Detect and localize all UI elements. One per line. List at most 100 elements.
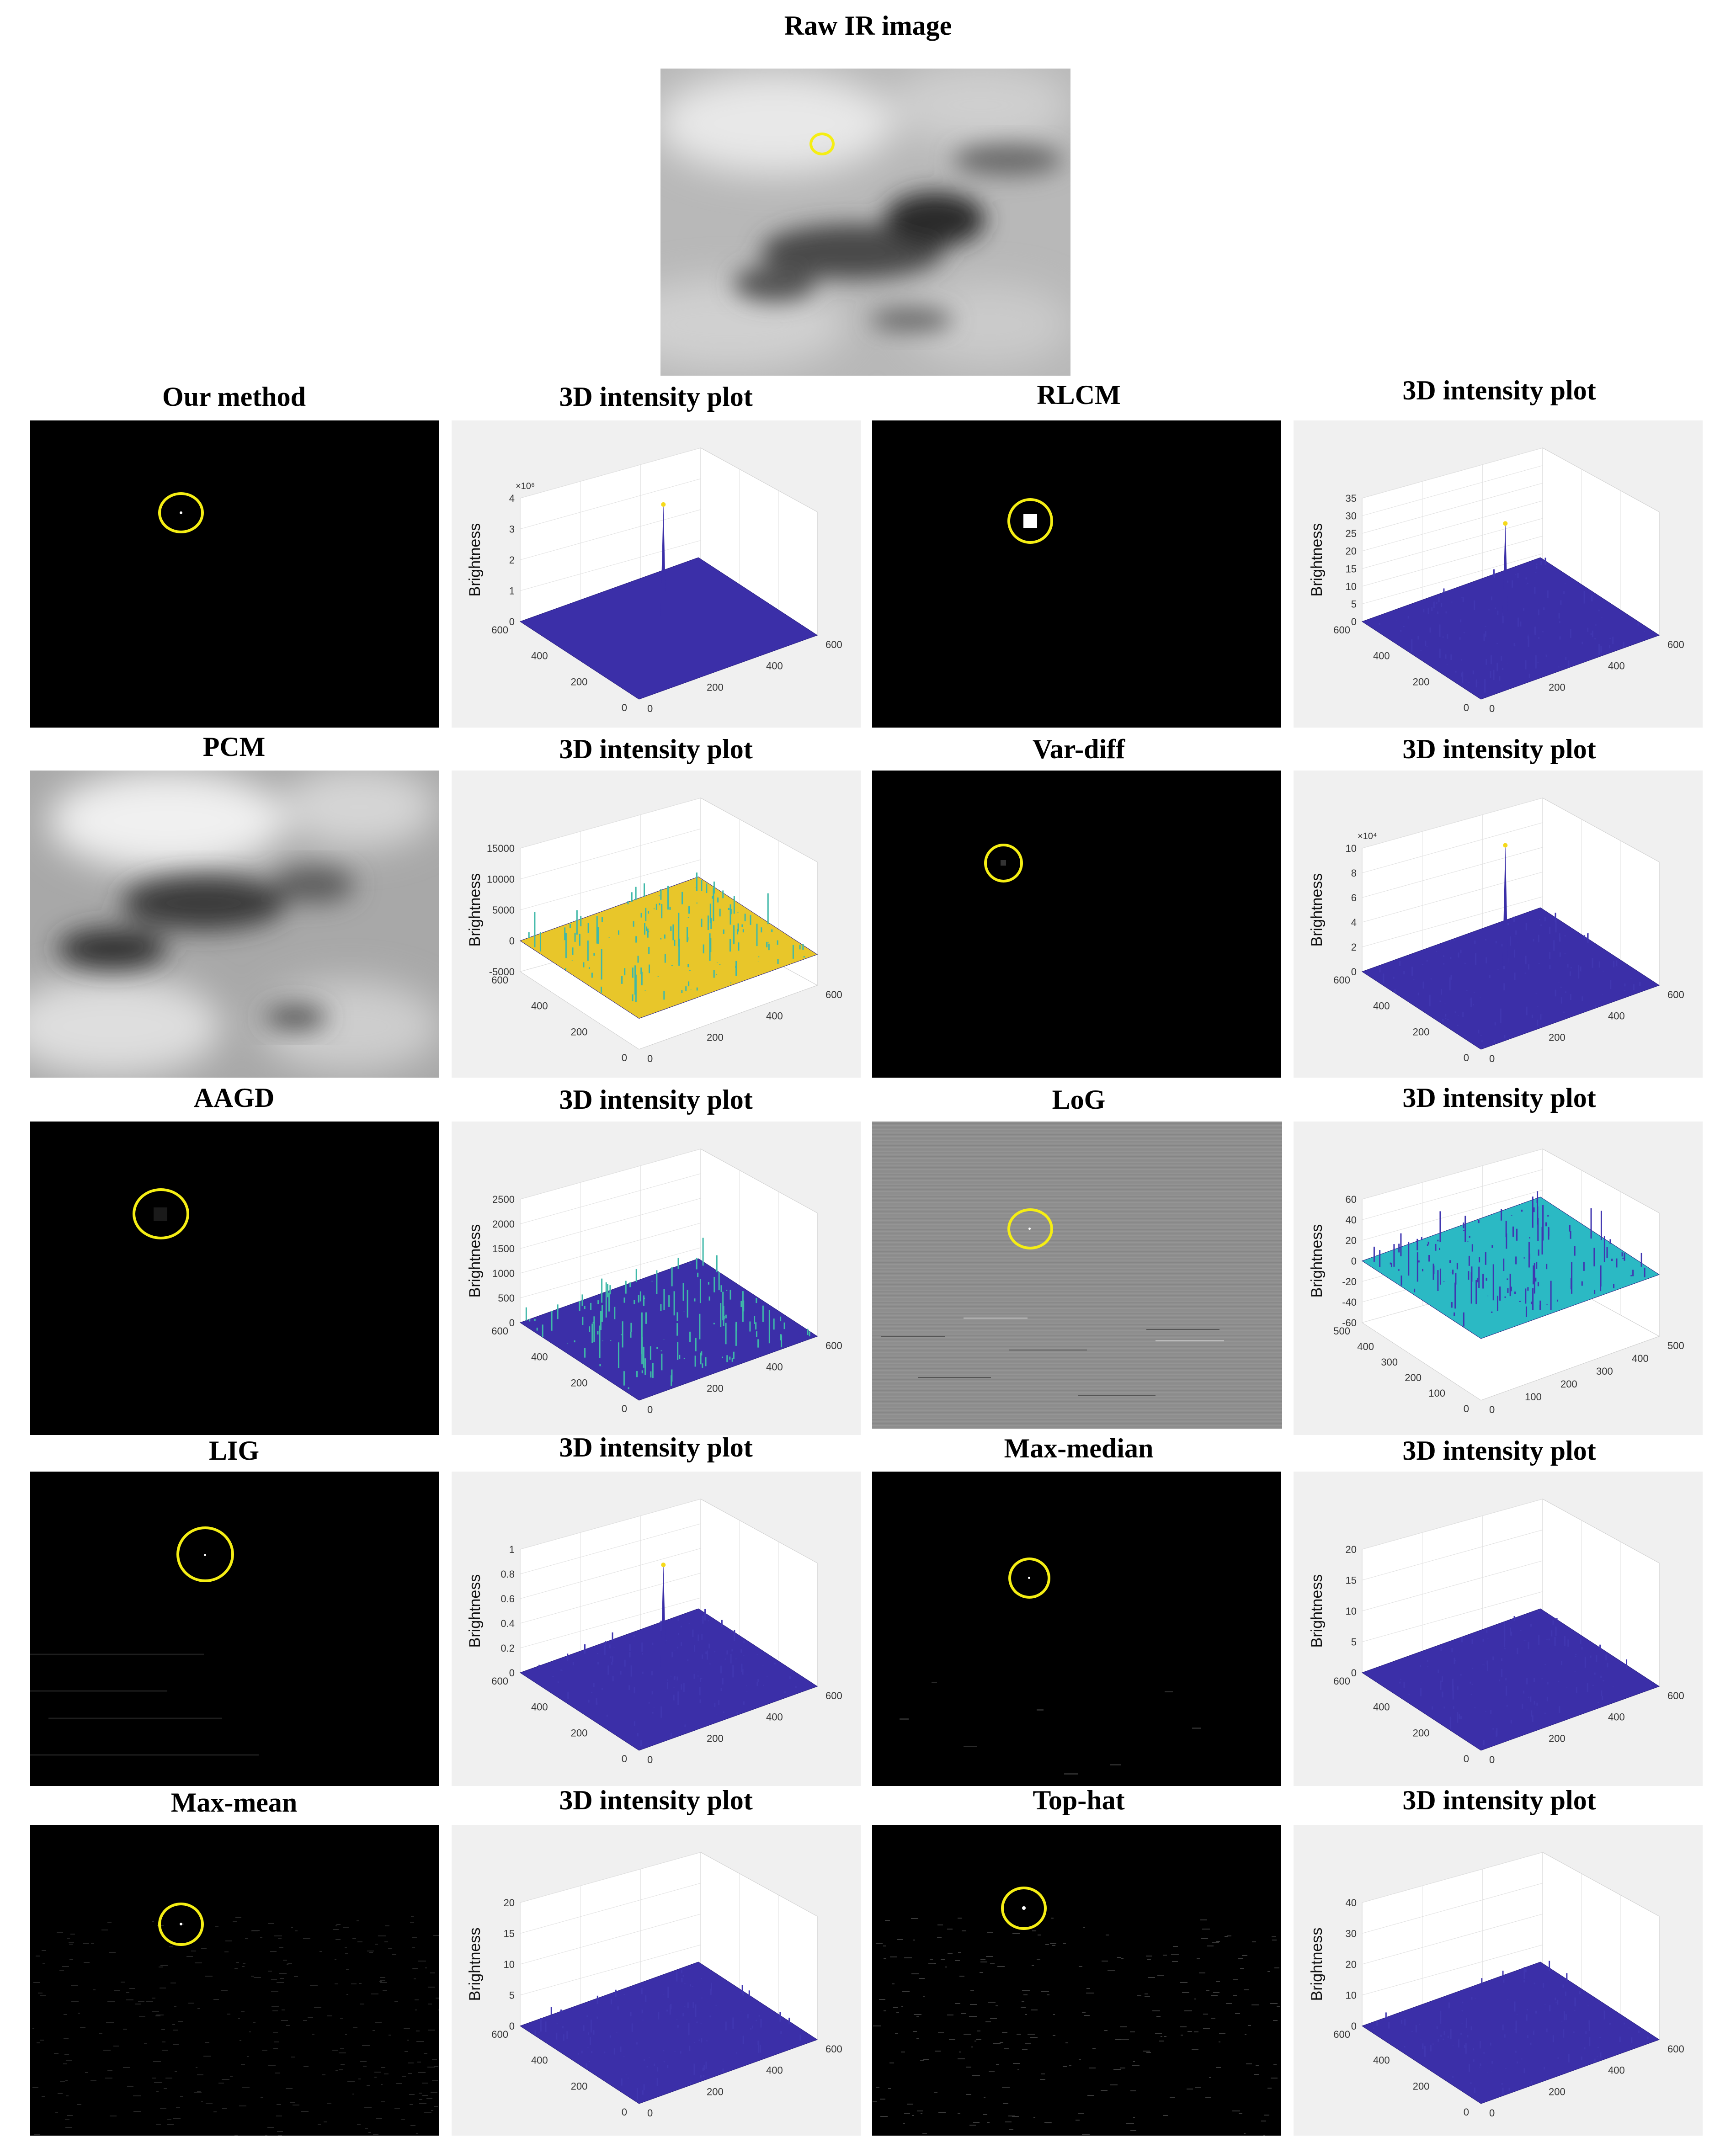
noise-speck — [287, 1964, 288, 1965]
noise-speck — [71, 1985, 78, 1986]
noise-speck — [161, 2029, 165, 2030]
noise-speck — [167, 2119, 171, 2120]
noise-speck — [197, 2008, 200, 2009]
noise-speck — [242, 1966, 245, 1967]
noise-speck — [1172, 1961, 1178, 1962]
noise-speck — [432, 2059, 437, 2060]
noise-speck — [113, 2046, 119, 2047]
noise-speck — [1022, 1990, 1030, 1991]
noise-speck — [1086, 1993, 1094, 1994]
noise-speck — [961, 2013, 966, 2014]
y-tick-label: 600 — [1333, 1675, 1350, 1687]
target-peak-tip — [1503, 521, 1508, 526]
noise-speck — [1063, 1943, 1066, 1944]
noise-speck — [144, 2043, 147, 2044]
x-tick-label: 200 — [1549, 1031, 1566, 1043]
z-tick-label: 30 — [1346, 510, 1357, 522]
noise-speck — [262, 2050, 267, 2051]
x-tick-label: 0 — [647, 1053, 653, 1064]
noise-speck — [1227, 1935, 1231, 1936]
plot-log: -60 -40 -20 0 20 40 60 Brightness 0 0 100 100 200 200… — [1294, 1122, 1703, 1435]
z-tick-label: 2 — [1351, 941, 1357, 953]
noise-speck — [1069, 2065, 1071, 2066]
noise-speck — [1219, 2033, 1225, 2034]
noise-speck — [415, 1999, 419, 2000]
surface — [1361, 1608, 1660, 1751]
noise-speck — [164, 2088, 167, 2089]
y-tick-label: 600 — [1333, 974, 1350, 986]
noise-speck — [327, 2015, 332, 2016]
noise-speck — [333, 1929, 339, 1930]
x-tick-label: 200 — [707, 2086, 724, 2097]
grid-line — [1362, 847, 1543, 898]
noise-speck — [1046, 2122, 1052, 2123]
grid-line — [1362, 500, 1543, 552]
noise-speck — [1017, 2069, 1019, 2070]
title-plot-pcm: 3D intensity plot — [559, 734, 753, 764]
noise-speck — [83, 1943, 89, 1944]
noise-speck — [320, 1951, 322, 1952]
noise-speck — [1082, 2134, 1090, 2135]
noise-speck — [65, 2080, 68, 2081]
noise-speck — [203, 2056, 211, 2057]
noise-speck — [428, 1987, 435, 1988]
target-blob — [154, 1207, 167, 1221]
noise-speck — [1037, 1959, 1040, 1960]
noise-speck — [417, 2062, 421, 2063]
plot-lig: 0 0.2 0.4 0.6 0.8 1 Brightness 0 0 200 200 400 400 60… — [452, 1472, 861, 1786]
noise-speck — [1133, 2117, 1135, 2118]
noise-speck — [206, 2103, 213, 2104]
y-tick-label: 600 — [491, 624, 508, 636]
noise-speck — [239, 2105, 246, 2106]
noise-speck — [416, 2041, 424, 2042]
noise-speck — [1164, 2036, 1166, 2037]
noise-speck — [415, 2009, 417, 2010]
noise-speck — [340, 2018, 343, 2019]
x-tick-label: 0 — [1489, 703, 1495, 714]
grid-line — [1362, 518, 1543, 569]
noise-speck — [290, 2102, 295, 2103]
noise-speck — [912, 2115, 914, 2116]
noise-speck — [286, 2025, 290, 2026]
target-circle — [176, 1526, 234, 1582]
noise-speck — [152, 1921, 154, 1922]
noise-speck — [1147, 1959, 1151, 1960]
y-tick-label: 400 — [531, 1000, 548, 1012]
noise-speck — [880, 2116, 888, 2117]
noise-speck — [966, 2067, 969, 2068]
z-tick-label: 1 — [509, 1544, 515, 1555]
noise-speck — [235, 1917, 241, 1918]
y-tick-label: 600 — [491, 2029, 508, 2040]
noise-speck — [1079, 2059, 1081, 2060]
chart-svg: -5000 0 5000 10000 15000 Brightness 0 0 200 200 40… — [466, 797, 842, 1064]
noise-speck — [1197, 1958, 1200, 1959]
target-point — [1028, 1228, 1031, 1230]
title-max-median: Max-median — [1004, 1433, 1154, 1463]
noise-speck — [379, 1981, 382, 1982]
noise-speck — [85, 2072, 88, 2073]
noise-speck — [308, 2017, 313, 2018]
noise-speck — [1170, 2097, 1175, 2098]
z-tick-label: -40 — [1342, 1297, 1357, 1308]
noise-speck — [201, 2101, 203, 2102]
y-tick-label: 400 — [531, 650, 548, 662]
noise-speck — [251, 1976, 254, 1977]
noise-speck — [376, 2118, 382, 2119]
target-peak — [660, 501, 666, 616]
noise-speck — [1216, 2067, 1221, 2068]
noise-speck — [948, 1953, 953, 1954]
x-tick-label: 0 — [647, 1404, 653, 1415]
noise-speck — [327, 2103, 331, 2104]
noise-speck — [426, 2098, 432, 2099]
plot-our-method: 0 1 2 3 4 ×10⁶ Brightness 0 0 200 200 400 400 600 600 — [452, 420, 861, 728]
z-tick-label: 0 — [509, 1317, 515, 1329]
noise-speck — [937, 1937, 942, 1938]
noise-speck — [109, 1952, 116, 1953]
noise-speck — [84, 1962, 90, 1963]
y-tick-label: 200 — [571, 2080, 588, 2092]
noise-speck — [346, 1994, 348, 1995]
noise-speck — [1132, 2065, 1140, 2066]
noise-speck — [1156, 2016, 1161, 2017]
z-axis-label: Brightness — [1308, 1224, 1326, 1298]
z-tick-label: 4 — [509, 493, 515, 504]
